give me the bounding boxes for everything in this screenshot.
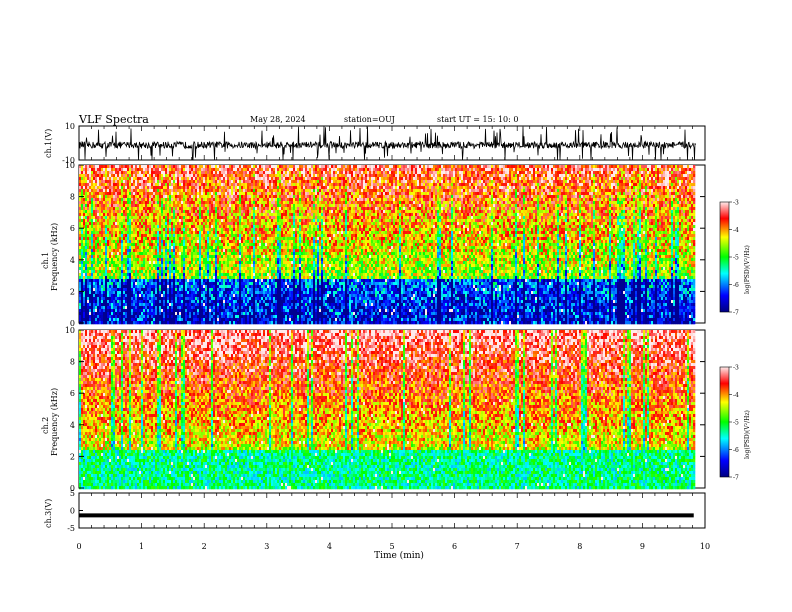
spec1-ylabel-freq: Frequency (kHz) xyxy=(50,223,59,291)
ch1-ytick-label: 10 xyxy=(65,122,75,131)
spec1-ytick-label: 6 xyxy=(70,224,75,233)
x-tick-label: 3 xyxy=(264,542,269,551)
colorbar2-tick-label: -4 xyxy=(733,392,739,399)
station-label: station=OUJ xyxy=(344,115,395,124)
ch3-ytick-label: -5 xyxy=(67,524,75,533)
spec2-ytick-label: 4 xyxy=(70,421,75,430)
spec2-ytick-label: 8 xyxy=(70,358,75,367)
colorbar2-tick-label: -6 xyxy=(733,447,739,454)
colorbar1-label: log(PSD)(V²/Hz) xyxy=(744,245,751,294)
start-time-label: start UT = 15: 10: 0 xyxy=(437,115,518,124)
x-tick-label: 1 xyxy=(139,542,144,551)
colorbar1-tick-label: -3 xyxy=(733,200,739,207)
x-tick-label: 4 xyxy=(327,542,332,551)
colorbar1-tick-label: -5 xyxy=(733,255,739,262)
colorbar1-tick-label: -4 xyxy=(733,227,739,234)
spec1-ytick-label: 2 xyxy=(70,287,75,296)
ch1-ytick-label: -10 xyxy=(62,156,75,165)
x-tick-label: 2 xyxy=(202,542,207,551)
x-tick-label: 5 xyxy=(389,542,394,551)
ch3-ytick-label: 0 xyxy=(70,507,75,516)
ch3-ylabel: ch.3(V) xyxy=(44,499,53,528)
date-label: May 28, 2024 xyxy=(250,115,306,124)
spec2-ytick-label: 2 xyxy=(70,452,75,461)
spec2-ylabel-freq: Frequency (kHz) xyxy=(50,388,59,456)
spec2-ylabel-channel: ch.2 xyxy=(41,417,50,434)
colorbar2-tick-label: -7 xyxy=(733,475,739,482)
spec1-ytick-label: 4 xyxy=(70,256,75,265)
spec2-ytick-label: 0 xyxy=(70,484,75,493)
spectrogram-1 xyxy=(79,165,696,325)
spec1-ytick-label: 8 xyxy=(70,193,75,202)
x-tick-label: 0 xyxy=(76,542,81,551)
chart-title: VLF Spectra xyxy=(79,113,149,126)
x-tick-label: 10 xyxy=(700,542,710,551)
ch1-waveform xyxy=(78,126,696,161)
colorbar2-tick-label: -5 xyxy=(733,420,739,427)
colorbar1-tick-label: -6 xyxy=(733,282,739,289)
ch1-ylabel: ch.1(V) xyxy=(44,129,53,158)
colorbar2-label: log(PSD)(V²/Hz) xyxy=(744,410,751,459)
x-tick-label: 7 xyxy=(515,542,520,551)
x-axis-label: Time (min) xyxy=(374,550,424,561)
colorbar1-tick-label: -7 xyxy=(733,310,739,317)
colorbar-2 xyxy=(719,366,730,478)
colorbar-1 xyxy=(719,201,730,313)
spec1-ytick-label: 0 xyxy=(70,319,75,328)
spec2-ytick-label: 6 xyxy=(70,389,75,398)
ch3-ytick-label: 5 xyxy=(70,489,75,498)
spectrogram-2 xyxy=(79,330,696,490)
x-tick-label: 8 xyxy=(577,542,582,551)
spec1-ytick-label: 10 xyxy=(65,161,75,170)
x-tick-label: 9 xyxy=(640,542,645,551)
x-tick-label: 6 xyxy=(452,542,457,551)
panel-frame-4 xyxy=(78,492,706,529)
colorbar2-tick-label: -3 xyxy=(733,365,739,372)
spec1-ylabel-channel: ch.1 xyxy=(41,252,50,269)
spec2-ytick-label: 10 xyxy=(65,326,75,335)
